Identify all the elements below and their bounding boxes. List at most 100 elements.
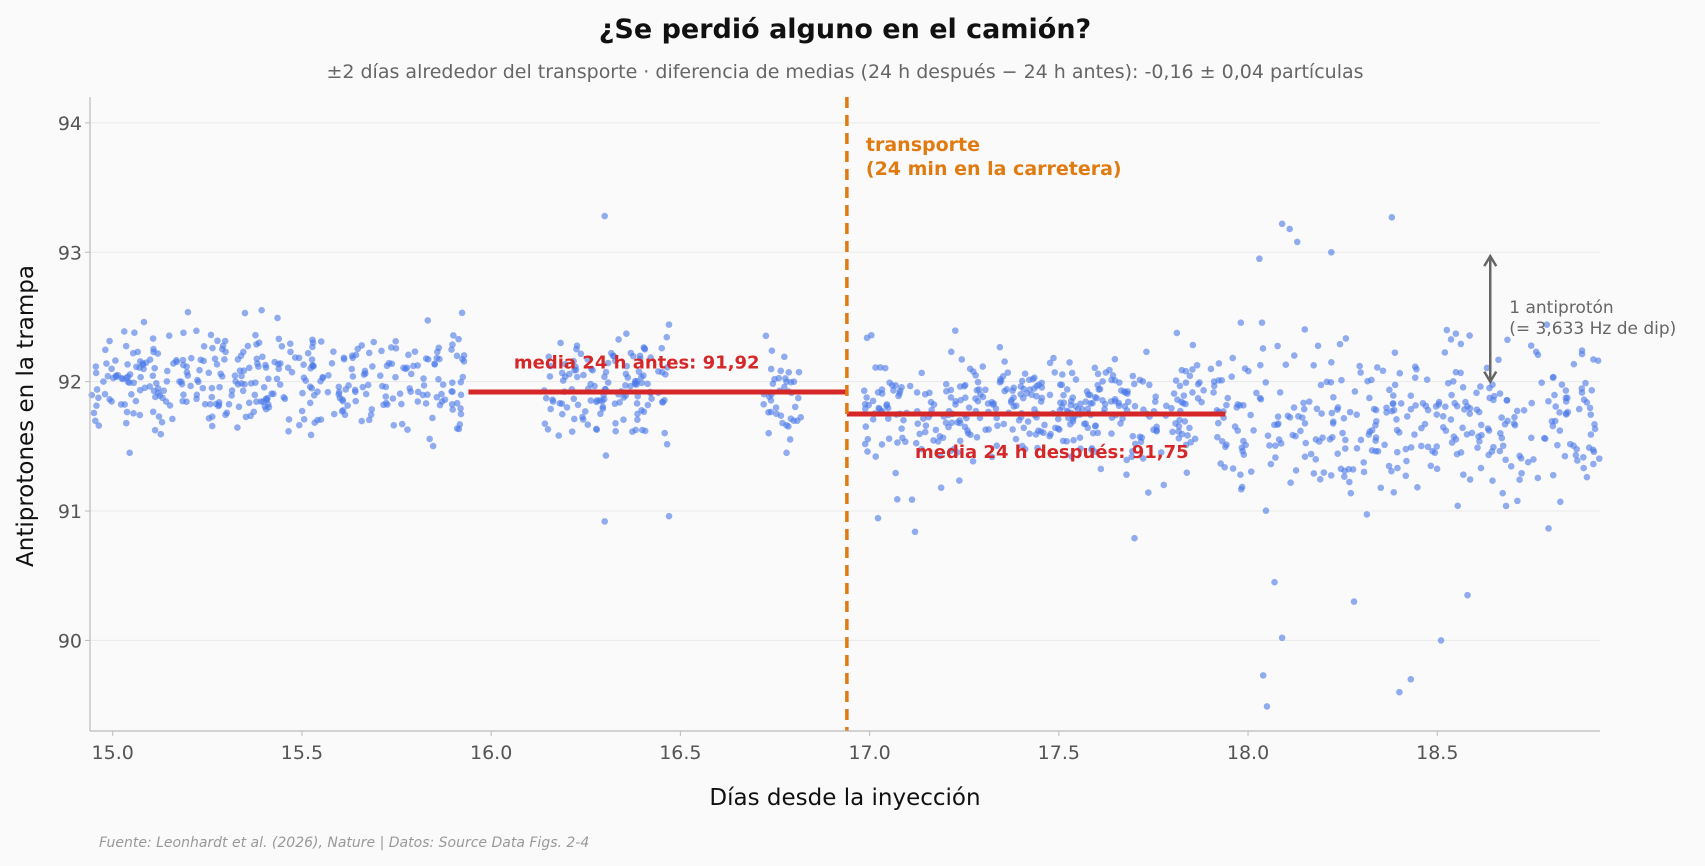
- data-point: [1452, 368, 1460, 376]
- data-point: [1433, 411, 1441, 418]
- data-point: [268, 390, 275, 398]
- data-point: [154, 385, 162, 392]
- data-point: [1443, 326, 1451, 334]
- data-point: [93, 386, 101, 393]
- data-point: [388, 360, 396, 368]
- data-point: [1499, 489, 1506, 497]
- y-tick-label: 93: [58, 242, 82, 264]
- data-point: [368, 406, 376, 413]
- data-point: [1046, 359, 1054, 367]
- data-point: [1383, 404, 1390, 412]
- data-point: [439, 381, 447, 388]
- data-point: [1111, 355, 1119, 363]
- data-point: [288, 368, 296, 376]
- data-point: [1099, 378, 1106, 385]
- data-point: [1145, 489, 1152, 496]
- data-point: [771, 375, 778, 383]
- data-point: [259, 353, 266, 361]
- data-point: [392, 373, 399, 381]
- data-point: [911, 528, 919, 536]
- transport-event: transporte(24 min en la carretera): [845, 97, 1122, 731]
- data-point: [782, 375, 789, 382]
- data-point: [881, 364, 889, 372]
- data-point: [300, 361, 307, 368]
- data-point: [961, 381, 969, 389]
- chart-title: ¿Se perdió alguno en el camión?: [599, 14, 1091, 45]
- data-point: [448, 346, 455, 353]
- data-point: [141, 384, 149, 392]
- data-point: [1187, 438, 1195, 446]
- data-point: [1587, 431, 1595, 438]
- data-point: [1297, 427, 1304, 435]
- data-point: [1327, 472, 1335, 479]
- data-point: [884, 415, 892, 422]
- data-point: [637, 373, 645, 381]
- data-point: [1527, 342, 1535, 349]
- data-point: [448, 400, 456, 408]
- data-point: [945, 423, 952, 431]
- data-point: [239, 387, 247, 395]
- data-point: [936, 452, 944, 460]
- data-point: [228, 387, 236, 394]
- data-point: [1330, 393, 1337, 401]
- data-point: [157, 430, 165, 438]
- data-point: [947, 348, 955, 356]
- data-point: [1168, 404, 1175, 412]
- data-point: [436, 355, 443, 363]
- data-point: [988, 453, 996, 461]
- data-point: [362, 390, 370, 398]
- data-point: [1066, 359, 1073, 366]
- data-points: [88, 212, 1603, 710]
- data-point: [184, 308, 192, 316]
- data-point: [1193, 361, 1201, 369]
- data-point: [1340, 415, 1348, 422]
- data-point: [1391, 349, 1399, 356]
- data-point: [1447, 336, 1455, 343]
- data-point: [1181, 418, 1189, 425]
- data-point: [638, 407, 645, 414]
- data-point: [389, 395, 397, 402]
- data-point: [609, 352, 617, 360]
- data-point: [604, 379, 612, 386]
- data-point: [330, 348, 337, 355]
- data-point: [194, 376, 201, 384]
- data-point: [570, 357, 577, 365]
- data-point: [777, 367, 785, 375]
- data-point: [1389, 392, 1397, 399]
- data-point: [573, 342, 581, 349]
- data-point: [1091, 422, 1099, 430]
- data-point: [1444, 379, 1452, 387]
- data-point: [1038, 379, 1045, 387]
- data-point: [285, 416, 293, 423]
- arrow-label: 1 antiprotón: [1509, 298, 1613, 318]
- data-point: [1237, 319, 1245, 327]
- data-point: [1054, 425, 1062, 432]
- data-point: [420, 382, 428, 389]
- data-point: [414, 388, 422, 396]
- data-point: [872, 364, 879, 371]
- data-point: [1562, 398, 1570, 405]
- data-point: [112, 357, 119, 364]
- data-point: [549, 396, 556, 404]
- x-tick-label: 18.0: [1227, 742, 1269, 764]
- data-point: [962, 394, 969, 401]
- data-point: [330, 410, 338, 418]
- data-point: [278, 342, 286, 350]
- data-point: [577, 350, 585, 358]
- data-point: [1302, 439, 1310, 447]
- data-point: [1034, 444, 1041, 452]
- data-point: [623, 362, 631, 370]
- data-point: [92, 369, 100, 377]
- data-point: [542, 394, 550, 402]
- data-point: [228, 392, 236, 399]
- data-point: [1108, 430, 1115, 437]
- data-point: [918, 445, 925, 453]
- data-point: [563, 404, 571, 411]
- data-point: [1183, 469, 1191, 476]
- data-point: [1023, 390, 1031, 397]
- data-point: [244, 342, 252, 350]
- data-point: [1549, 422, 1557, 430]
- data-point: [570, 395, 578, 403]
- x-tick-label: 15.0: [92, 742, 134, 764]
